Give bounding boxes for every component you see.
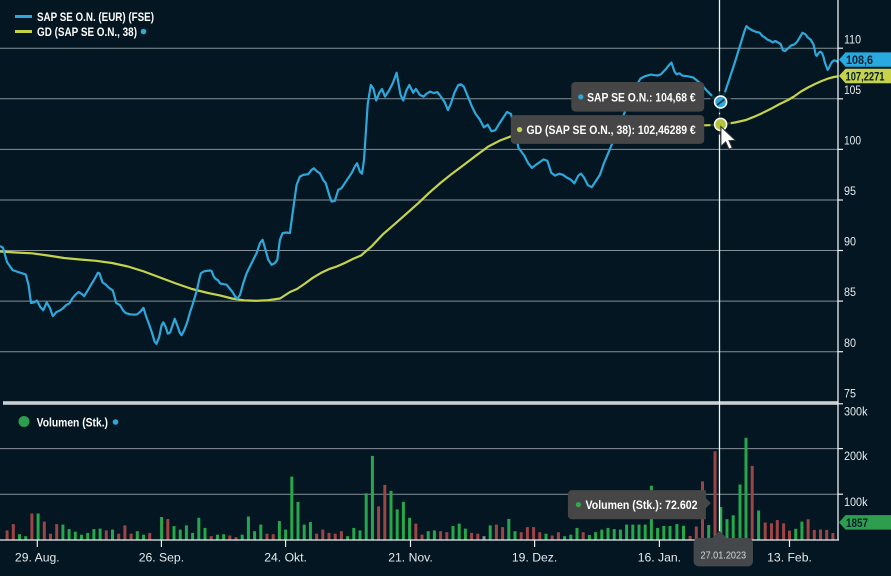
svg-text:100: 100: [844, 136, 861, 148]
svg-text:95: 95: [844, 186, 856, 198]
svg-text:200k: 200k: [844, 451, 868, 463]
svg-text:108,6: 108,6: [846, 55, 873, 67]
svg-text:Volumen (Stk.): Volumen (Stk.): [37, 415, 108, 429]
svg-text:13. Feb.: 13. Feb.: [767, 551, 812, 565]
svg-text:21. Nov.: 21. Nov.: [388, 551, 432, 565]
svg-text:29. Aug.: 29. Aug.: [15, 551, 60, 565]
svg-text:19. Dez.: 19. Dez.: [512, 551, 557, 565]
svg-text:SAP SE O.N. (EUR) (FSE): SAP SE O.N. (EUR) (FSE): [37, 10, 154, 24]
svg-text:107,2271: 107,2271: [846, 71, 885, 83]
svg-text:1857: 1857: [846, 518, 868, 530]
svg-text:16. Jan.: 16. Jan.: [638, 551, 681, 565]
svg-text:GD (SAP SE O.N., 38): 102,4628: GD (SAP SE O.N., 38): 102,46289 €: [527, 123, 696, 137]
svg-text:75: 75: [844, 388, 856, 400]
svg-text:300k: 300k: [844, 406, 868, 418]
svg-text:90: 90: [844, 237, 856, 249]
svg-text:27.01.2023: 27.01.2023: [701, 549, 747, 561]
svg-text:26. Sep.: 26. Sep.: [139, 551, 184, 565]
svg-text:110: 110: [844, 34, 861, 46]
svg-text:24. Okt.: 24. Okt.: [264, 551, 307, 565]
svg-text:105: 105: [844, 85, 861, 97]
svg-text:SAP SE O.N.: 104,68 €: SAP SE O.N.: 104,68 €: [587, 90, 696, 104]
svg-text:100k: 100k: [844, 497, 868, 509]
svg-text:85: 85: [844, 287, 856, 299]
svg-text:Volumen (Stk.): 72.602: Volumen (Stk.): 72.602: [586, 498, 698, 512]
svg-text:GD (SAP SE O.N., 38): GD (SAP SE O.N., 38): [37, 25, 137, 39]
svg-text:80: 80: [844, 338, 856, 350]
